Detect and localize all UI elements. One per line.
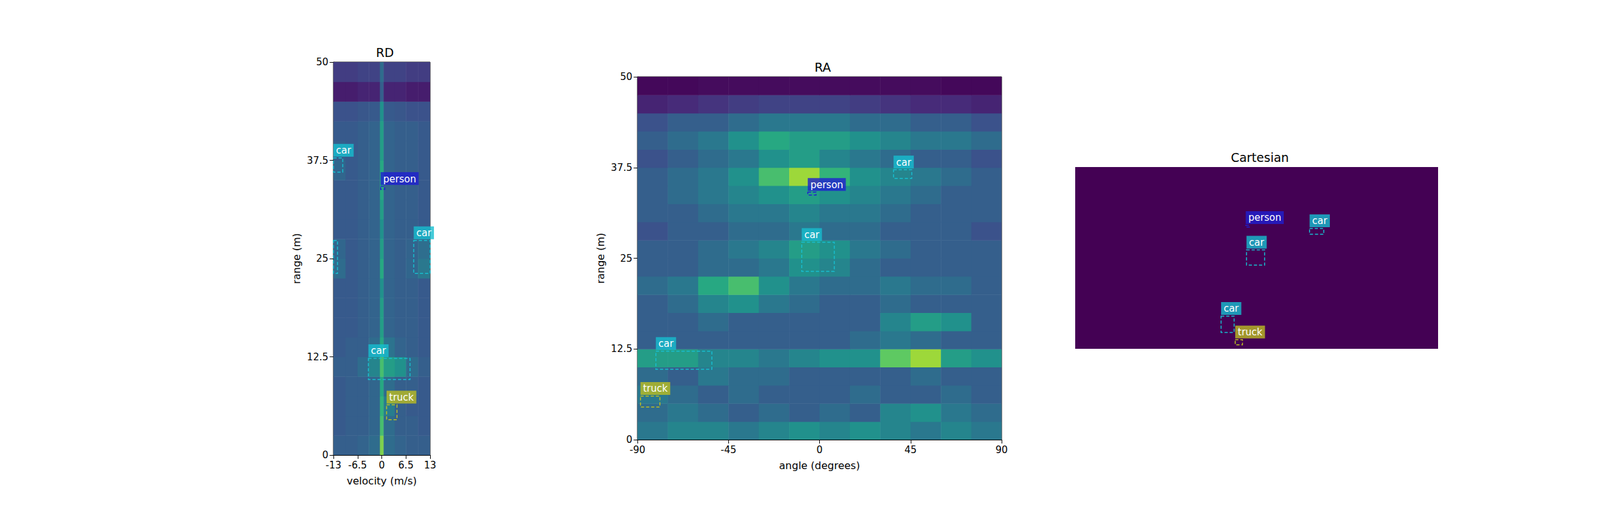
svg-text:person: person bbox=[810, 179, 843, 191]
svg-text:car: car bbox=[1312, 215, 1328, 227]
svg-text:car: car bbox=[804, 229, 820, 241]
svg-text:37.5: 37.5 bbox=[307, 154, 329, 167]
svg-text:car: car bbox=[658, 337, 674, 350]
svg-text:-90: -90 bbox=[629, 444, 646, 456]
svg-text:person: person bbox=[1248, 211, 1281, 224]
svg-text:car: car bbox=[336, 144, 352, 157]
svg-text:50: 50 bbox=[620, 71, 633, 83]
svg-text:0: 0 bbox=[626, 433, 633, 446]
svg-text:truck: truck bbox=[643, 382, 669, 395]
svg-text:car: car bbox=[416, 227, 432, 239]
svg-text:25: 25 bbox=[620, 252, 633, 265]
svg-text:90: 90 bbox=[995, 444, 1008, 456]
svg-text:car: car bbox=[371, 344, 387, 357]
svg-text:50: 50 bbox=[316, 56, 329, 68]
svg-text:-13: -13 bbox=[325, 459, 342, 472]
svg-text:truck: truck bbox=[389, 391, 415, 404]
svg-text:0: 0 bbox=[378, 459, 386, 472]
svg-text:car: car bbox=[1223, 302, 1240, 315]
svg-text:car: car bbox=[896, 156, 912, 169]
svg-text:range (m): range (m) bbox=[290, 232, 303, 285]
svg-text:-45: -45 bbox=[720, 444, 737, 456]
svg-text:0: 0 bbox=[322, 449, 329, 461]
svg-text:12.5: 12.5 bbox=[611, 343, 633, 355]
svg-text:angle (degrees): angle (degrees) bbox=[778, 459, 860, 472]
svg-text:12.5: 12.5 bbox=[307, 351, 329, 363]
svg-text:RA: RA bbox=[814, 60, 831, 75]
svg-text:velocity (m/s): velocity (m/s) bbox=[346, 474, 417, 488]
svg-text:RD: RD bbox=[376, 45, 395, 60]
svg-text:truck: truck bbox=[1237, 326, 1263, 338]
svg-text:6.5: 6.5 bbox=[398, 459, 414, 472]
svg-text:person: person bbox=[383, 173, 416, 185]
svg-text:0: 0 bbox=[816, 444, 824, 456]
svg-text:37.5: 37.5 bbox=[611, 161, 633, 174]
svg-text:car: car bbox=[1249, 236, 1265, 249]
svg-text:-6.5: -6.5 bbox=[348, 459, 367, 472]
svg-text:45: 45 bbox=[904, 444, 917, 456]
svg-text:13: 13 bbox=[423, 459, 436, 472]
svg-text:range (m): range (m) bbox=[594, 232, 607, 285]
svg-text:25: 25 bbox=[316, 252, 329, 265]
svg-text:Cartesian: Cartesian bbox=[1230, 150, 1289, 165]
